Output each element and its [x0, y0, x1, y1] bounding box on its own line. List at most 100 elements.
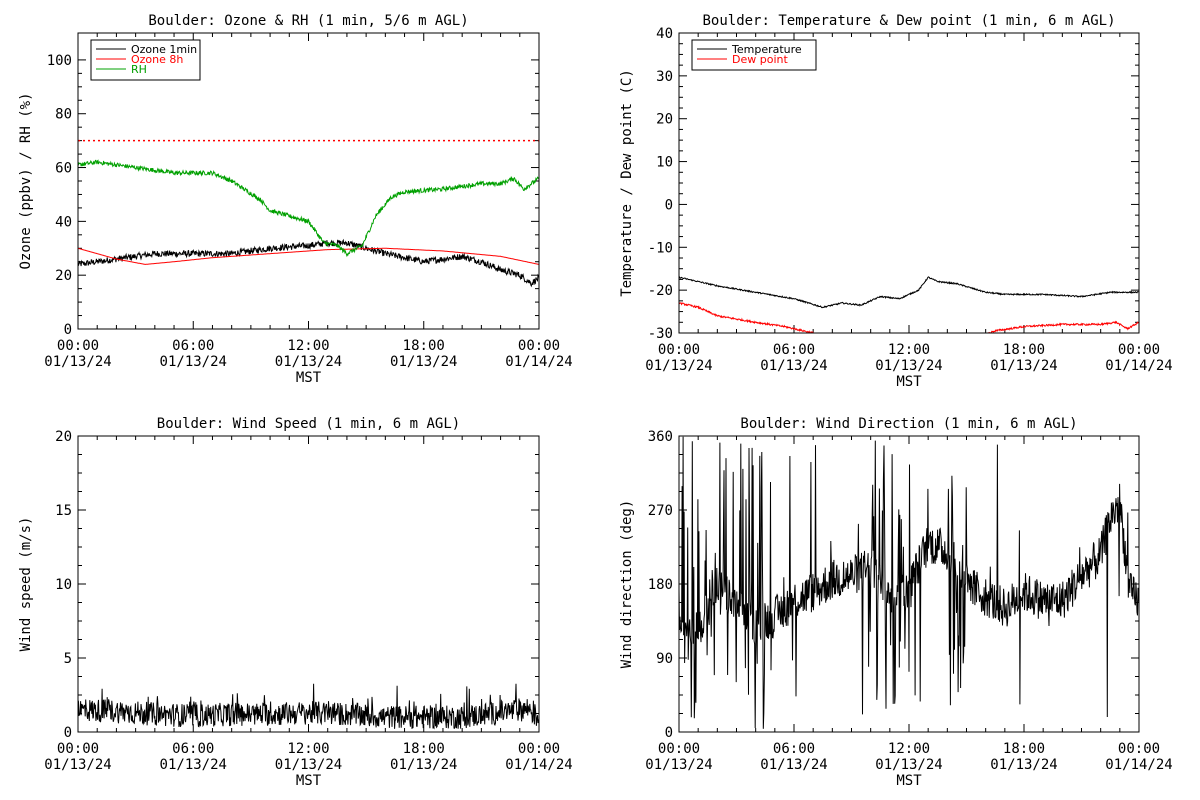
series-line-1 — [679, 301, 1139, 333]
x-tick-date-label: 01/14/24 — [1105, 358, 1172, 374]
y-tick-label: 20 — [55, 429, 72, 445]
series-line-0 — [679, 436, 1139, 729]
y-tick-label: 0 — [665, 197, 673, 213]
x-tick-time-label: 00:00 — [658, 342, 700, 358]
x-tick-time-label: 00:00 — [1118, 741, 1160, 757]
x-tick-time-label: 06:00 — [773, 342, 815, 358]
y-tick-label: 30 — [656, 69, 673, 85]
x-tick-date-label: 01/13/24 — [645, 358, 712, 374]
plot-area — [679, 276, 1139, 333]
y-tick-label: 40 — [55, 214, 72, 230]
plot-area — [679, 436, 1139, 729]
y-tick-label: 15 — [55, 503, 72, 519]
x-tick-date-label: 01/13/24 — [760, 358, 827, 374]
plot-frame — [678, 435, 1140, 733]
x-tick-time-label: 12:00 — [888, 741, 930, 757]
x-axis-label: MST — [896, 374, 922, 390]
legend-label: RH — [131, 63, 147, 76]
y-tick-label: 60 — [55, 161, 72, 177]
y-tick-label: 0 — [64, 322, 72, 338]
legend-box — [90, 39, 201, 81]
x-tick-date-label: 01/13/24 — [160, 354, 227, 370]
x-tick-time-label: 18:00 — [403, 338, 445, 354]
legend-label: Ozone 1min — [131, 43, 197, 56]
x-tick-date-label: 01/14/24 — [1105, 757, 1172, 773]
x-tick-date-label: 01/13/24 — [990, 358, 1057, 374]
legend-box — [691, 39, 817, 71]
x-tick-date-label: 01/13/24 — [875, 757, 942, 773]
wind-direction-panel: Boulder: Wind Direction (1 min, 6 m AGL)… — [619, 416, 1173, 789]
plot-frame — [77, 32, 540, 330]
y-tick-label: 270 — [648, 503, 673, 519]
x-tick-date-label: 01/13/24 — [160, 757, 227, 773]
y-tick-label: -30 — [648, 326, 673, 342]
x-tick-time-label: 06:00 — [172, 338, 214, 354]
x-tick-time-label: 00:00 — [57, 338, 99, 354]
y-tick-label: 360 — [648, 429, 673, 445]
y-tick-label: -10 — [648, 240, 673, 256]
x-tick-time-label: 18:00 — [1003, 741, 1045, 757]
series-line-1 — [78, 247, 539, 265]
x-tick-time-label: 12:00 — [287, 741, 329, 757]
x-tick-date-label: 01/13/24 — [875, 358, 942, 374]
y-axis-label: Ozone (ppbv) / RH (%) — [18, 92, 34, 269]
x-tick-time-label: 00:00 — [57, 741, 99, 757]
chart-title: Boulder: Temperature & Dew point (1 min,… — [702, 13, 1115, 29]
plot-area — [78, 683, 539, 730]
y-tick-label: 180 — [648, 577, 673, 593]
y-tick-label: 5 — [64, 651, 72, 667]
x-tick-date-label: 01/13/24 — [645, 757, 712, 773]
plot-frame — [678, 32, 1140, 334]
y-tick-label: 10 — [656, 155, 673, 171]
chart-title: Boulder: Wind Direction (1 min, 6 m AGL) — [740, 416, 1077, 432]
y-tick-label: 40 — [656, 26, 673, 42]
x-tick-date-label: 01/13/24 — [275, 354, 342, 370]
series-line-2 — [78, 159, 539, 258]
x-tick-date-label: 01/14/24 — [505, 757, 572, 773]
y-tick-label: 0 — [64, 725, 72, 741]
wind-speed-panel: Boulder: Wind Speed (1 min, 6 m AGL) 0 5 10… — [18, 416, 573, 789]
x-tick-time-label: 00:00 — [1118, 342, 1160, 358]
x-tick-date-label: 01/13/24 — [44, 354, 111, 370]
y-tick-label: 100 — [47, 53, 72, 69]
x-tick-time-label: 06:00 — [172, 741, 214, 757]
x-tick-time-label: 00:00 — [518, 338, 560, 354]
x-tick-date-label: 01/14/24 — [505, 354, 572, 370]
ozone-rh-panel: Boulder: Ozone & RH (1 min, 5/6 m AGL) 0 2… — [18, 13, 573, 386]
chart-title: Boulder: Ozone & RH (1 min, 5/6 m AGL) — [148, 13, 468, 29]
y-axis-label: Wind direction (deg) — [619, 500, 635, 669]
x-tick-date-label: 01/13/24 — [390, 757, 457, 773]
y-tick-label: 80 — [55, 107, 72, 123]
x-axis-label: MST — [896, 773, 922, 789]
x-axis-label: MST — [296, 370, 322, 386]
y-tick-label: 90 — [656, 651, 673, 667]
x-tick-date-label: 01/13/24 — [760, 757, 827, 773]
y-tick-label: 20 — [55, 268, 72, 284]
chart-title: Boulder: Wind Speed (1 min, 6 m AGL) — [157, 416, 460, 432]
series-line-0 — [78, 683, 539, 730]
series-line-0 — [78, 238, 539, 288]
x-tick-date-label: 01/13/24 — [990, 757, 1057, 773]
x-tick-time-label: 18:00 — [403, 741, 445, 757]
y-tick-label: 0 — [665, 725, 673, 741]
x-tick-time-label: 00:00 — [658, 741, 700, 757]
series-line-0 — [679, 276, 1139, 309]
legend-label: Dew point — [732, 53, 788, 66]
x-tick-date-label: 01/13/24 — [390, 354, 457, 370]
x-tick-date-label: 01/13/24 — [275, 757, 342, 773]
x-tick-time-label: 06:00 — [773, 741, 815, 757]
plot-area — [78, 159, 539, 288]
plot-frame — [77, 435, 540, 733]
x-tick-time-label: 12:00 — [888, 342, 930, 358]
y-tick-label: 10 — [55, 577, 72, 593]
x-axis-label: MST — [296, 773, 322, 789]
y-tick-label: -20 — [648, 283, 673, 299]
temperature-dewpoint-panel: Boulder: Temperature & Dew point (1 min,… — [619, 13, 1173, 390]
x-tick-time-label: 12:00 — [287, 338, 329, 354]
legend-label: Temperature — [731, 43, 802, 56]
y-tick-label: 20 — [656, 112, 673, 128]
legend-label: Ozone 8h — [131, 53, 183, 66]
y-axis-label: Temperature / Dew point (C) — [619, 69, 635, 297]
x-tick-time-label: 00:00 — [518, 741, 560, 757]
